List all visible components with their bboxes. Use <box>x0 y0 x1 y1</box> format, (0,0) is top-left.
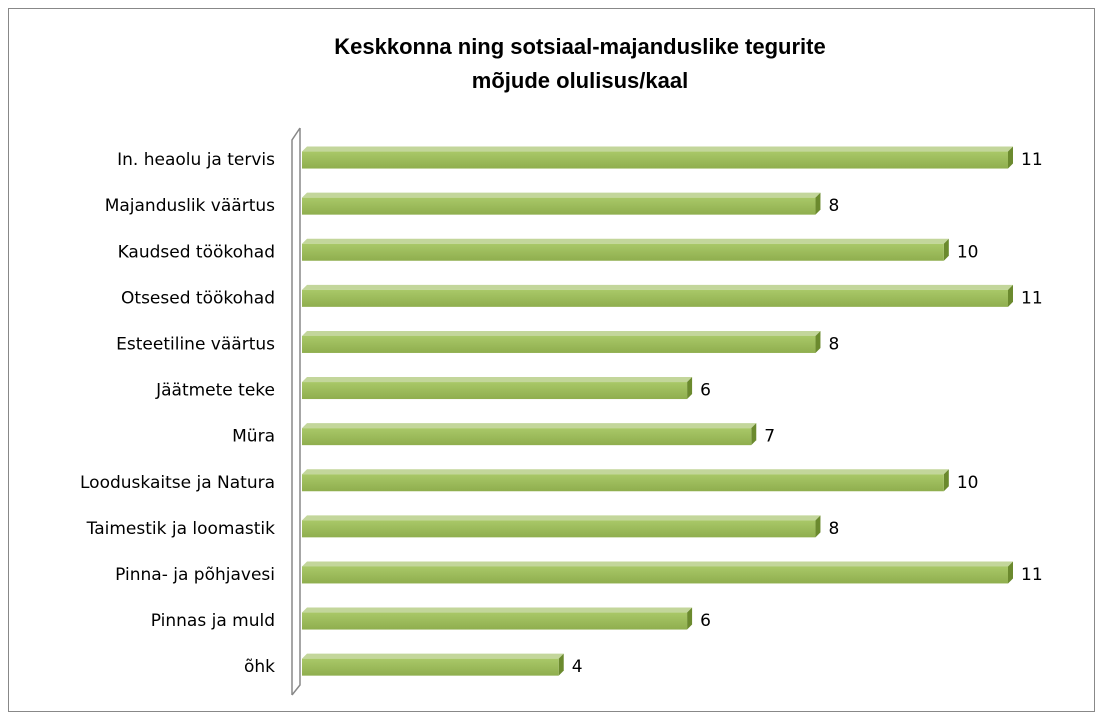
category-label: In. heaolu ja tervis <box>117 150 275 170</box>
bar-side <box>943 238 949 261</box>
bar-top <box>302 607 693 613</box>
bar <box>302 474 944 492</box>
bar-top <box>302 192 821 198</box>
bar-side <box>815 330 821 353</box>
category-label: Otsesed töökohad <box>121 288 275 308</box>
category-label: Müra <box>232 427 275 447</box>
bar <box>302 289 1008 307</box>
category-label: Taimestik ja loomastik <box>86 519 276 539</box>
bar-top <box>302 330 821 336</box>
axis-wall <box>291 127 301 696</box>
value-label: 6 <box>700 611 711 631</box>
bar-top <box>302 423 757 429</box>
value-label: 8 <box>828 334 839 354</box>
bar-top <box>302 146 1013 152</box>
bar-top <box>302 561 1013 567</box>
value-label: 11 <box>1021 150 1043 170</box>
bar <box>302 335 816 353</box>
bar-side <box>687 607 693 630</box>
category-label: Kaudsed töökohad <box>118 242 275 262</box>
bar-side <box>751 423 757 446</box>
bar-side <box>1008 561 1013 584</box>
category-label: Jäätmete teke <box>155 381 275 401</box>
bar-top <box>302 377 693 383</box>
bar <box>302 151 1008 169</box>
bar-top <box>302 238 949 244</box>
bar-top <box>302 469 949 475</box>
bar <box>302 612 688 630</box>
bar-top <box>302 653 564 659</box>
category-label: Majanduslik väärtus <box>105 196 275 216</box>
value-label: 4 <box>572 657 583 677</box>
bar <box>302 197 816 215</box>
category-label: Pinnas ja muld <box>151 611 275 631</box>
bar <box>302 428 752 446</box>
value-label: 11 <box>1021 565 1043 585</box>
bar <box>302 658 559 676</box>
bar-top <box>302 515 821 521</box>
bar-top <box>302 284 1013 290</box>
chart-title: Keskkonna ning sotsiaal-majanduslike teg… <box>334 34 825 59</box>
bar <box>302 566 1008 584</box>
category-label: Esteetiline väärtus <box>116 334 275 354</box>
value-label: 8 <box>828 519 839 539</box>
value-label: 6 <box>700 381 711 401</box>
bar-side <box>687 377 693 400</box>
chart-title: mõjude olulisus/kaal <box>472 68 688 93</box>
bar <box>302 520 816 538</box>
category-label: Pinna- ja põhjavesi <box>115 565 275 585</box>
value-label: 8 <box>828 196 839 216</box>
value-label: 7 <box>764 427 775 447</box>
bar-side <box>943 469 949 492</box>
bar-side <box>815 515 821 538</box>
category-label: õhk <box>244 657 275 677</box>
bar <box>302 382 688 400</box>
bar-side <box>1008 146 1013 169</box>
bar-side <box>815 192 821 215</box>
chart-frame <box>8 8 1095 712</box>
value-label: 10 <box>957 473 979 493</box>
value-label: 10 <box>957 242 979 262</box>
value-label: 11 <box>1021 288 1043 308</box>
category-label: Looduskaitse ja Natura <box>80 473 275 493</box>
bar-side <box>1008 284 1013 307</box>
bar-side <box>558 653 564 676</box>
bar <box>302 243 944 261</box>
